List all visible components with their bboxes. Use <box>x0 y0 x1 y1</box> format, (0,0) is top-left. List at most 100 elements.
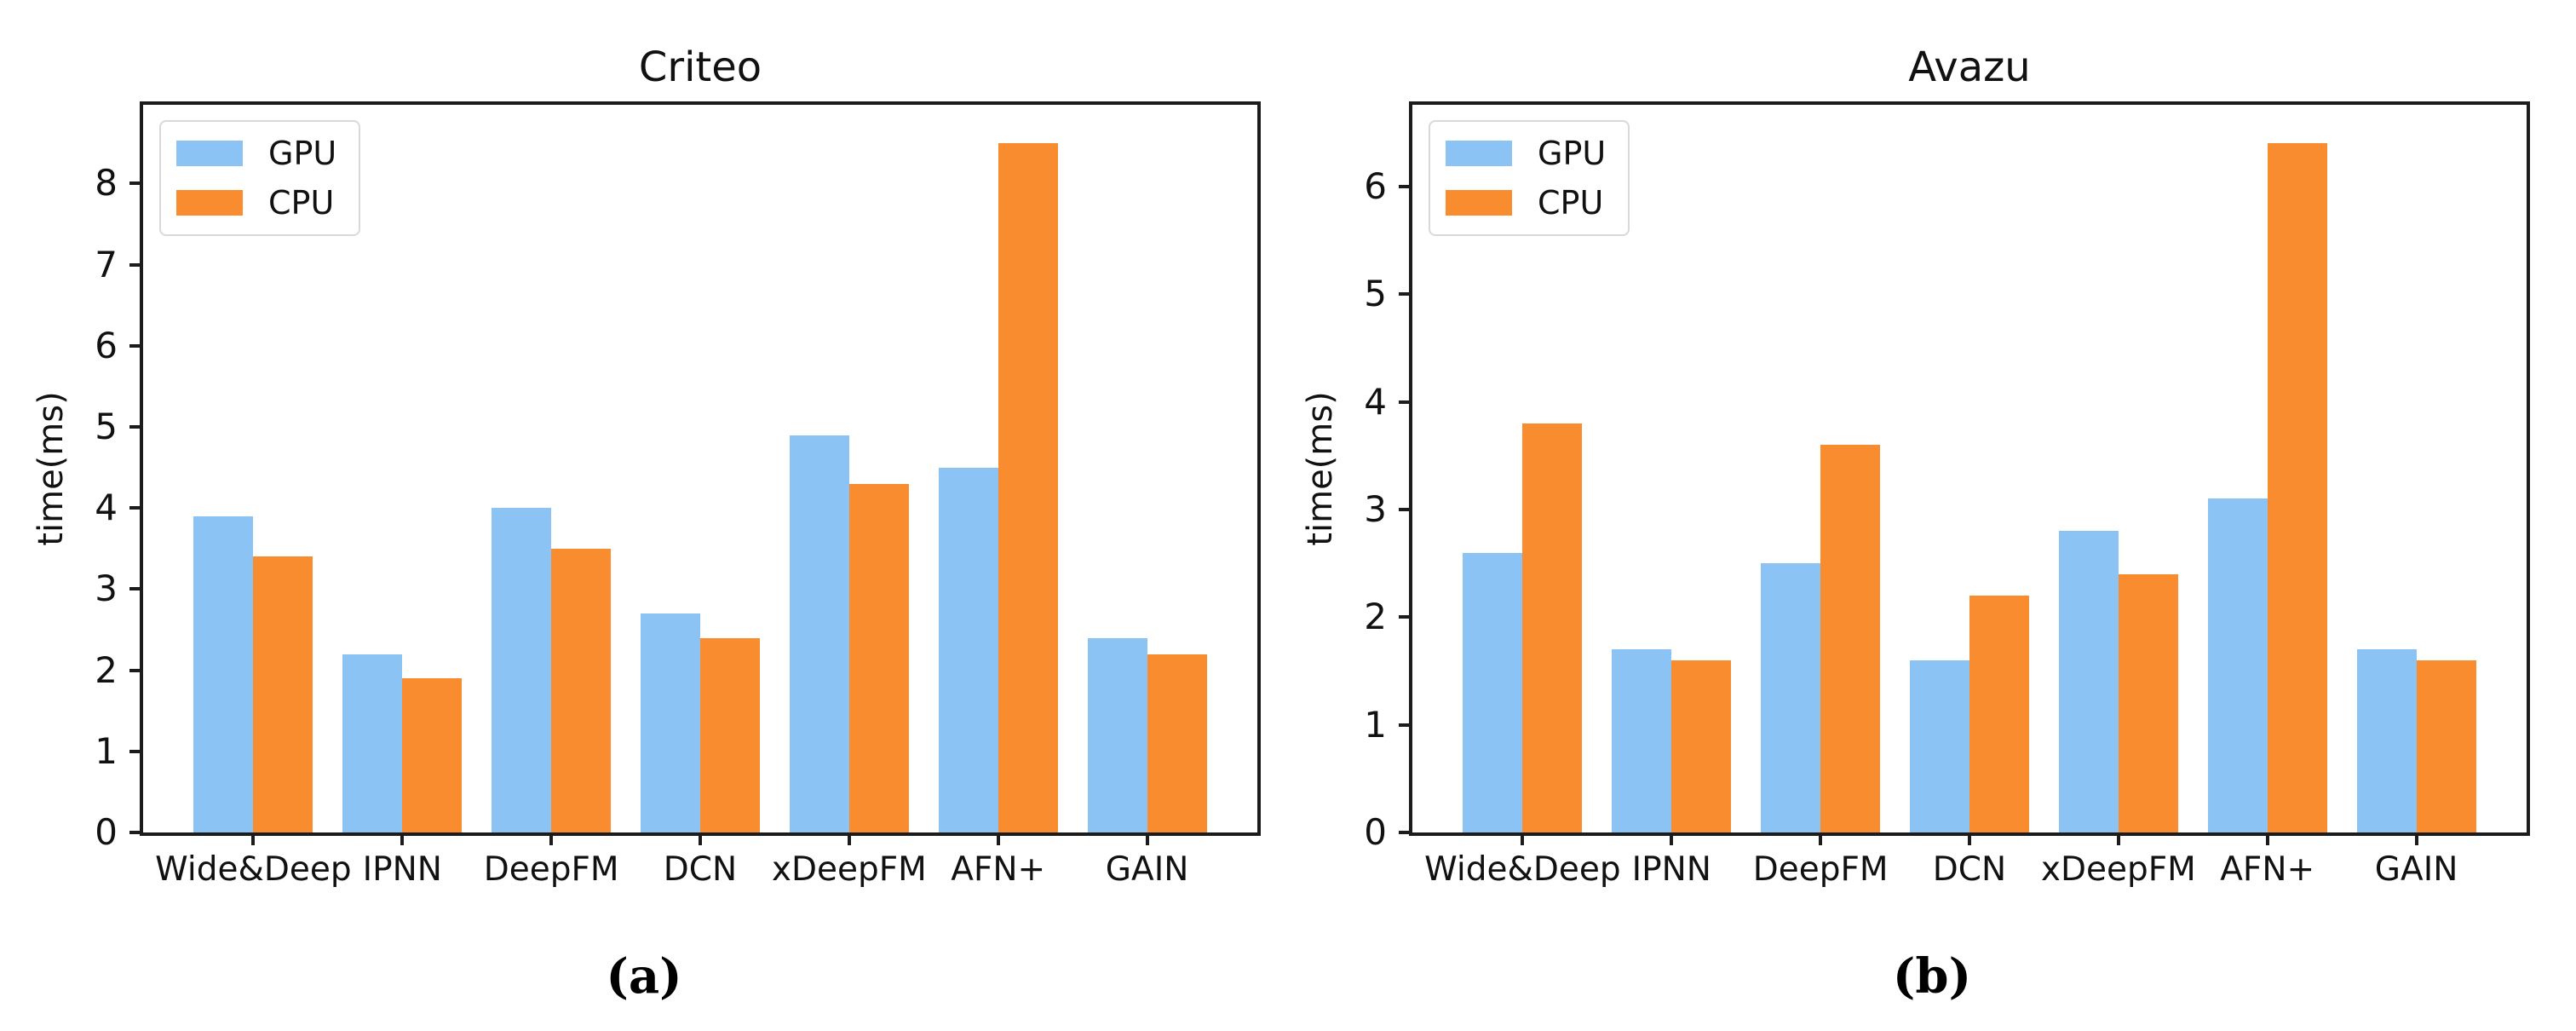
y-tick-label: 0 <box>1364 811 1387 853</box>
y-tick-label: 6 <box>95 324 118 366</box>
x-tick-mark <box>1521 832 1525 845</box>
y-tick-label: 1 <box>95 729 118 772</box>
legend-item-gpu: GPU <box>1446 135 1606 172</box>
cpu-bar-wide-deep <box>253 556 313 832</box>
cpu-bar-wide-deep <box>1522 423 1583 832</box>
gpu-bar-ipnn <box>342 654 403 832</box>
axis-spine-bottom <box>1409 832 2530 836</box>
x-tick-label-gain: GAIN <box>2374 850 2458 889</box>
gpu-bar-dcn <box>641 613 700 832</box>
cpu-bar-deepfm <box>551 548 612 832</box>
caption-b: (b) <box>1892 948 1972 1005</box>
gpu-swatch-icon <box>1446 141 1512 166</box>
x-tick-mark <box>1968 832 1971 845</box>
x-tick-label-wide-deep: Wide&Deep <box>1424 850 1621 889</box>
x-tick-label-afn: AFN+ <box>2220 850 2315 889</box>
y-tick-mark <box>1399 292 1412 297</box>
axis-spine-top <box>140 101 1261 105</box>
gpu-bar-gain <box>2356 649 2417 832</box>
y-tick-label: 4 <box>1364 380 1387 423</box>
gpu-bar-gain <box>1087 637 1147 832</box>
x-tick-mark <box>2265 832 2269 845</box>
y-tick-mark <box>1399 185 1412 188</box>
y-tick-mark <box>1399 400 1412 404</box>
gpu-bar-deepfm <box>1761 563 1821 832</box>
x-tick-label-ipnn: IPNN <box>1631 850 1711 889</box>
gpu-bar-dcn <box>1910 659 1969 832</box>
cpu-bar-afn <box>998 142 1058 832</box>
gpu-bar-deepfm <box>492 508 552 832</box>
gpu-bar-xdeepfm <box>789 435 849 832</box>
y-tick-mark <box>129 831 143 834</box>
axis-spine-bottom <box>140 832 1261 836</box>
cpu-bar-dcn <box>1969 596 2029 832</box>
y-tick-mark <box>129 424 143 429</box>
cpu-bar-xdeepfm <box>2118 573 2178 832</box>
y-tick-label: 7 <box>95 243 118 285</box>
legend-label: GPU <box>268 135 337 172</box>
y-tick-label: 2 <box>1364 596 1387 638</box>
x-tick-mark <box>549 832 554 845</box>
gpu-bar-xdeepfm <box>2058 531 2119 832</box>
gpu-swatch-icon <box>176 141 243 166</box>
x-tick-mark <box>1670 832 1674 845</box>
gpu-bar-wide-deep <box>1463 552 1523 832</box>
x-tick-label-xdeepfm: xDeepFM <box>771 850 927 889</box>
x-tick-label-gain: GAIN <box>1105 850 1189 889</box>
y-tick-label: 8 <box>95 162 118 204</box>
plot-area: GPU CPU 0 1 2 3 4 5 6 7 8 Wide&Deep IPNN DeepFM DCN x… <box>95 101 1261 889</box>
x-tick-mark <box>699 832 702 845</box>
y-tick-label: 6 <box>1364 165 1387 207</box>
caption-a: (a) <box>606 948 682 1005</box>
y-tick-mark <box>129 668 143 672</box>
axis-spine-left <box>140 105 143 832</box>
x-tick-label-ipnn: IPNN <box>362 850 442 889</box>
x-tick-mark <box>251 832 256 845</box>
legend-label: GPU <box>1538 135 1607 172</box>
x-tick-mark <box>400 832 405 845</box>
chart-panel-criteo: Criteo time(ms) GPU CPU 0 1 2 3 4 5 6 7 8 Wide&De… <box>32 43 1261 1005</box>
y-tick-mark <box>129 587 143 591</box>
x-tick-label-deepfm: DeepFM <box>1752 850 1889 889</box>
axis-spine-left <box>1409 105 1412 832</box>
plot-area: GPU CPU 0 1 2 3 4 5 6 Wide&Deep IPNN DeepFM DCN xDe… <box>1364 101 2530 889</box>
legend: GPU CPU <box>1429 120 1630 236</box>
axis-spine-right <box>2527 105 2530 832</box>
y-tick-label: 2 <box>95 648 118 691</box>
legend: GPU CPU <box>159 120 361 236</box>
gpu-bar-ipnn <box>1612 649 1672 832</box>
x-tick-label-xdeepfm: xDeepFM <box>2040 850 2196 889</box>
x-tick-mark <box>1145 832 1149 845</box>
y-tick-mark <box>1399 723 1412 727</box>
y-tick-label: 5 <box>1364 273 1387 315</box>
chart-title: Criteo <box>638 43 762 91</box>
y-tick-label: 5 <box>95 405 118 447</box>
y-tick-label: 3 <box>95 567 118 610</box>
y-tick-mark <box>129 506 143 510</box>
y-tick-mark <box>129 262 143 267</box>
x-tick-mark <box>2116 832 2120 845</box>
y-tick-label: 1 <box>1364 703 1387 746</box>
cpu-bar-ipnn <box>402 678 463 832</box>
gpu-bar-wide-deep <box>193 516 254 832</box>
gpu-bar-afn <box>938 467 998 832</box>
legend-item-gpu: GPU <box>176 135 336 172</box>
cpu-swatch-icon <box>176 190 243 216</box>
cpu-bar-ipnn <box>1671 659 1732 832</box>
x-tick-label-wide-deep: Wide&Deep <box>155 850 352 889</box>
legend-item-cpu: CPU <box>1446 184 1606 222</box>
chart-panel-avazu: Avazu time(ms) GPU CPU 0 1 2 3 4 5 6 Wide&Deep I… <box>1288 0 2576 1031</box>
x-tick-label-deepfm: DeepFM <box>483 850 619 889</box>
axis-spine-top <box>1409 101 2530 105</box>
y-tick-label: 3 <box>1364 488 1387 530</box>
x-tick-mark <box>2414 832 2418 845</box>
gpu-bar-afn <box>2207 498 2268 832</box>
cpu-bar-gain <box>1147 654 1207 832</box>
x-tick-mark <box>996 832 1000 845</box>
x-tick-label-dcn: DCN <box>663 850 738 889</box>
x-tick-label-afn: AFN+ <box>951 850 1046 889</box>
cpu-bar-gain <box>2416 659 2476 832</box>
y-tick-label: 0 <box>95 811 118 853</box>
x-tick-mark <box>847 832 851 845</box>
